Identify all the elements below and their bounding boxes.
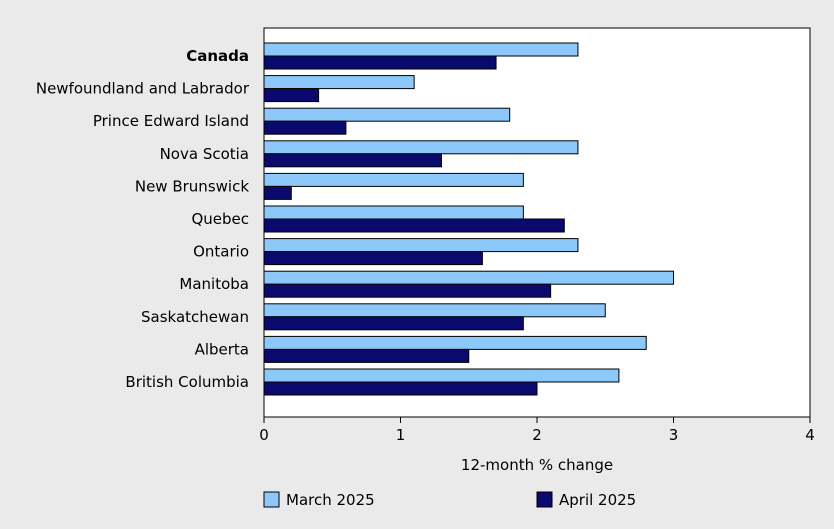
x-tick-label: 1 xyxy=(396,426,406,444)
bar-march xyxy=(263,303,606,318)
legend-swatch xyxy=(536,491,553,508)
category-label: Nova Scotia xyxy=(160,145,249,163)
bar-april xyxy=(263,55,497,70)
bar-march xyxy=(263,172,524,187)
category-label: Newfoundland and Labrador xyxy=(36,80,250,98)
bar-april xyxy=(263,218,565,233)
category-label: Alberta xyxy=(195,340,249,358)
x-tick-label: 3 xyxy=(669,426,679,444)
bar-march xyxy=(263,75,415,90)
bar-march xyxy=(263,205,524,220)
bar-april xyxy=(263,153,442,168)
x-axis-title: 12-month % change xyxy=(461,456,613,474)
legend-label: March 2025 xyxy=(286,491,375,509)
x-tick-label: 0 xyxy=(259,426,269,444)
bar-april xyxy=(263,316,524,331)
x-tick-label: 2 xyxy=(532,426,542,444)
category-label: New Brunswick xyxy=(135,177,249,195)
category-label: Ontario xyxy=(193,243,249,261)
legend-label: April 2025 xyxy=(559,491,636,509)
bar-april xyxy=(263,283,552,298)
bar-april xyxy=(263,88,320,103)
bar-april xyxy=(263,381,538,396)
bar-april xyxy=(263,185,292,200)
legend-swatch xyxy=(263,491,280,508)
bar-march xyxy=(263,368,620,383)
category-label: Manitoba xyxy=(179,275,249,293)
category-label: Quebec xyxy=(191,210,249,228)
category-label: Prince Edward Island xyxy=(93,112,249,130)
bar-march xyxy=(263,335,647,350)
x-tick-label: 4 xyxy=(805,426,815,444)
bar-march xyxy=(263,42,579,57)
category-label: Saskatchewan xyxy=(141,308,249,326)
bar-march xyxy=(263,107,511,122)
category-label: British Columbia xyxy=(125,373,249,391)
bar-march xyxy=(263,270,674,285)
bar-april xyxy=(263,120,347,135)
bar-april xyxy=(263,348,470,363)
bar-march xyxy=(263,140,579,155)
bar-march xyxy=(263,238,579,253)
bar-april xyxy=(263,251,483,266)
category-label: Canada xyxy=(186,47,249,65)
